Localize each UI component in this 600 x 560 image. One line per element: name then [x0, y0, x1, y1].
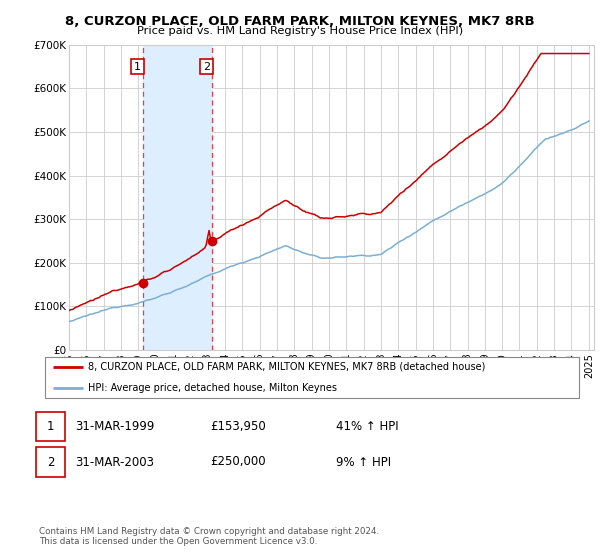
Text: £250,000: £250,000 — [210, 455, 266, 469]
Text: 2: 2 — [203, 62, 211, 72]
Text: 1: 1 — [134, 62, 141, 72]
Text: 31-MAR-1999: 31-MAR-1999 — [75, 420, 154, 433]
Text: 9% ↑ HPI: 9% ↑ HPI — [336, 455, 391, 469]
Text: 41% ↑ HPI: 41% ↑ HPI — [336, 420, 398, 433]
Text: 8, CURZON PLACE, OLD FARM PARK, MILTON KEYNES, MK7 8RB: 8, CURZON PLACE, OLD FARM PARK, MILTON K… — [65, 15, 535, 27]
Text: 1: 1 — [47, 420, 54, 433]
Text: 2: 2 — [47, 455, 54, 469]
Text: Contains HM Land Registry data © Crown copyright and database right 2024.
This d: Contains HM Land Registry data © Crown c… — [39, 526, 379, 546]
Text: 8, CURZON PLACE, OLD FARM PARK, MILTON KEYNES, MK7 8RB (detached house): 8, CURZON PLACE, OLD FARM PARK, MILTON K… — [88, 362, 485, 372]
Text: HPI: Average price, detached house, Milton Keynes: HPI: Average price, detached house, Milt… — [88, 383, 337, 393]
FancyBboxPatch shape — [45, 357, 580, 398]
Text: Price paid vs. HM Land Registry's House Price Index (HPI): Price paid vs. HM Land Registry's House … — [137, 26, 463, 36]
Text: £153,950: £153,950 — [210, 420, 266, 433]
Bar — [143, 45, 212, 350]
Text: 31-MAR-2003: 31-MAR-2003 — [75, 455, 154, 469]
